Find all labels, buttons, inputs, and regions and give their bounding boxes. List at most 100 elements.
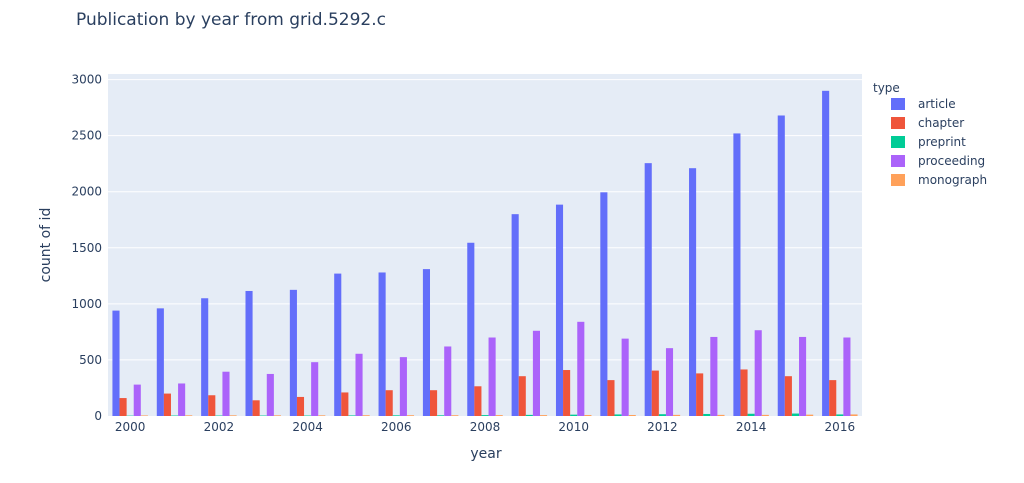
bar-proceeding[interactable] xyxy=(355,353,363,416)
bar-preprint[interactable] xyxy=(570,414,578,416)
bar-preprint[interactable] xyxy=(348,415,356,416)
x-tick-label: 2016 xyxy=(825,420,856,434)
legend-swatch xyxy=(891,136,905,148)
bar-proceeding[interactable] xyxy=(178,383,186,416)
bar-monograph[interactable] xyxy=(185,415,193,416)
bar-article[interactable] xyxy=(733,133,741,416)
bar-article[interactable] xyxy=(289,289,297,416)
legend-item-preprint[interactable]: preprint xyxy=(891,135,966,149)
bar-article[interactable] xyxy=(156,308,164,416)
bar-proceeding[interactable] xyxy=(311,362,319,416)
bar-chapter[interactable] xyxy=(119,398,127,416)
bar-monograph[interactable] xyxy=(362,415,370,416)
bar-proceeding[interactable] xyxy=(799,336,807,416)
bar-monograph[interactable] xyxy=(451,415,459,416)
bar-proceeding[interactable] xyxy=(843,337,851,416)
bar-proceeding[interactable] xyxy=(444,346,452,416)
bar-proceeding[interactable] xyxy=(399,357,407,416)
bar-article[interactable] xyxy=(112,310,120,416)
bar-monograph[interactable] xyxy=(318,415,326,416)
bar-chapter[interactable] xyxy=(296,396,305,416)
bar-article[interactable] xyxy=(777,115,785,416)
x-tick-label: 2002 xyxy=(204,420,235,434)
bar-monograph[interactable] xyxy=(717,414,725,416)
bar-chapter[interactable] xyxy=(385,390,393,416)
bar-chapter[interactable] xyxy=(474,386,482,416)
bar-chapter[interactable] xyxy=(252,400,260,416)
bar-preprint[interactable] xyxy=(791,413,800,416)
bar-article[interactable] xyxy=(201,298,209,416)
x-tick-label: 2000 xyxy=(115,420,146,434)
bar-proceeding[interactable] xyxy=(133,384,141,416)
legend-title: type xyxy=(873,81,900,95)
bar-chapter[interactable] xyxy=(696,373,704,416)
bar-monograph[interactable] xyxy=(673,414,681,416)
bar-chapter[interactable] xyxy=(341,392,349,416)
y-tick-label: 0 xyxy=(94,409,102,423)
bar-article[interactable] xyxy=(334,273,342,416)
bar-monograph[interactable] xyxy=(806,414,814,416)
bar-preprint[interactable] xyxy=(614,414,622,416)
bar-chapter[interactable] xyxy=(518,376,526,416)
bar-proceeding[interactable] xyxy=(665,348,674,416)
bar-chapter[interactable] xyxy=(784,376,792,416)
bar-article[interactable] xyxy=(422,269,431,416)
bar-preprint[interactable] xyxy=(703,413,711,416)
bar-article[interactable] xyxy=(511,214,519,416)
bar-monograph[interactable] xyxy=(140,415,148,416)
bar-article[interactable] xyxy=(555,204,564,416)
bar-monograph[interactable] xyxy=(761,414,769,416)
series-monograph xyxy=(140,414,858,416)
legend-label: preprint xyxy=(918,135,966,149)
bar-preprint[interactable] xyxy=(481,415,489,416)
bar-chapter[interactable] xyxy=(563,370,571,416)
bar-chapter[interactable] xyxy=(163,393,171,416)
bar-proceeding[interactable] xyxy=(754,330,762,416)
bar-monograph[interactable] xyxy=(273,415,281,416)
bar-proceeding[interactable] xyxy=(488,337,496,416)
legend-item-proceeding[interactable]: proceeding xyxy=(891,154,985,168)
bar-proceeding[interactable] xyxy=(222,371,230,416)
bar-chapter[interactable] xyxy=(430,390,438,416)
legend-item-article[interactable]: article xyxy=(891,97,956,111)
y-tick-label: 1500 xyxy=(71,241,102,255)
bar-article[interactable] xyxy=(378,272,386,416)
y-tick-label: 2500 xyxy=(71,129,102,143)
bar-preprint[interactable] xyxy=(658,414,666,416)
bar-proceeding[interactable] xyxy=(577,321,585,416)
bar-article[interactable] xyxy=(467,242,475,416)
series-chapter xyxy=(119,369,837,416)
bar-monograph[interactable] xyxy=(229,415,237,416)
bar-proceeding[interactable] xyxy=(532,330,540,416)
bar-article[interactable] xyxy=(689,168,697,416)
bar-chapter[interactable] xyxy=(607,380,615,416)
bar-monograph[interactable] xyxy=(850,414,858,416)
bar-monograph[interactable] xyxy=(406,415,415,416)
bar-chapter[interactable] xyxy=(829,380,837,416)
bar-article[interactable] xyxy=(245,290,253,416)
bar-monograph[interactable] xyxy=(584,414,592,416)
series-article xyxy=(112,90,830,416)
bar-preprint[interactable] xyxy=(392,415,400,416)
plot-area xyxy=(108,74,862,416)
bar-chapter[interactable] xyxy=(740,369,748,416)
bar-chapter[interactable] xyxy=(208,395,216,416)
bar-proceeding[interactable] xyxy=(710,336,718,416)
bar-article[interactable] xyxy=(600,192,608,416)
legend-item-monograph[interactable]: monograph xyxy=(891,173,987,187)
bar-monograph[interactable] xyxy=(628,414,636,416)
bar-proceeding[interactable] xyxy=(266,373,274,416)
bar-preprint[interactable] xyxy=(437,415,445,416)
bar-monograph[interactable] xyxy=(495,415,503,416)
bar-article[interactable] xyxy=(822,90,830,416)
bar-article[interactable] xyxy=(644,163,652,416)
legend-swatch xyxy=(891,155,905,167)
bar-preprint[interactable] xyxy=(525,414,533,416)
bar-monograph[interactable] xyxy=(539,415,548,416)
bar-preprint[interactable] xyxy=(836,414,844,416)
bar-proceeding[interactable] xyxy=(621,338,629,416)
bar-chapter[interactable] xyxy=(651,370,659,416)
bar-preprint[interactable] xyxy=(747,413,755,416)
legend-item-chapter[interactable]: chapter xyxy=(891,116,964,130)
